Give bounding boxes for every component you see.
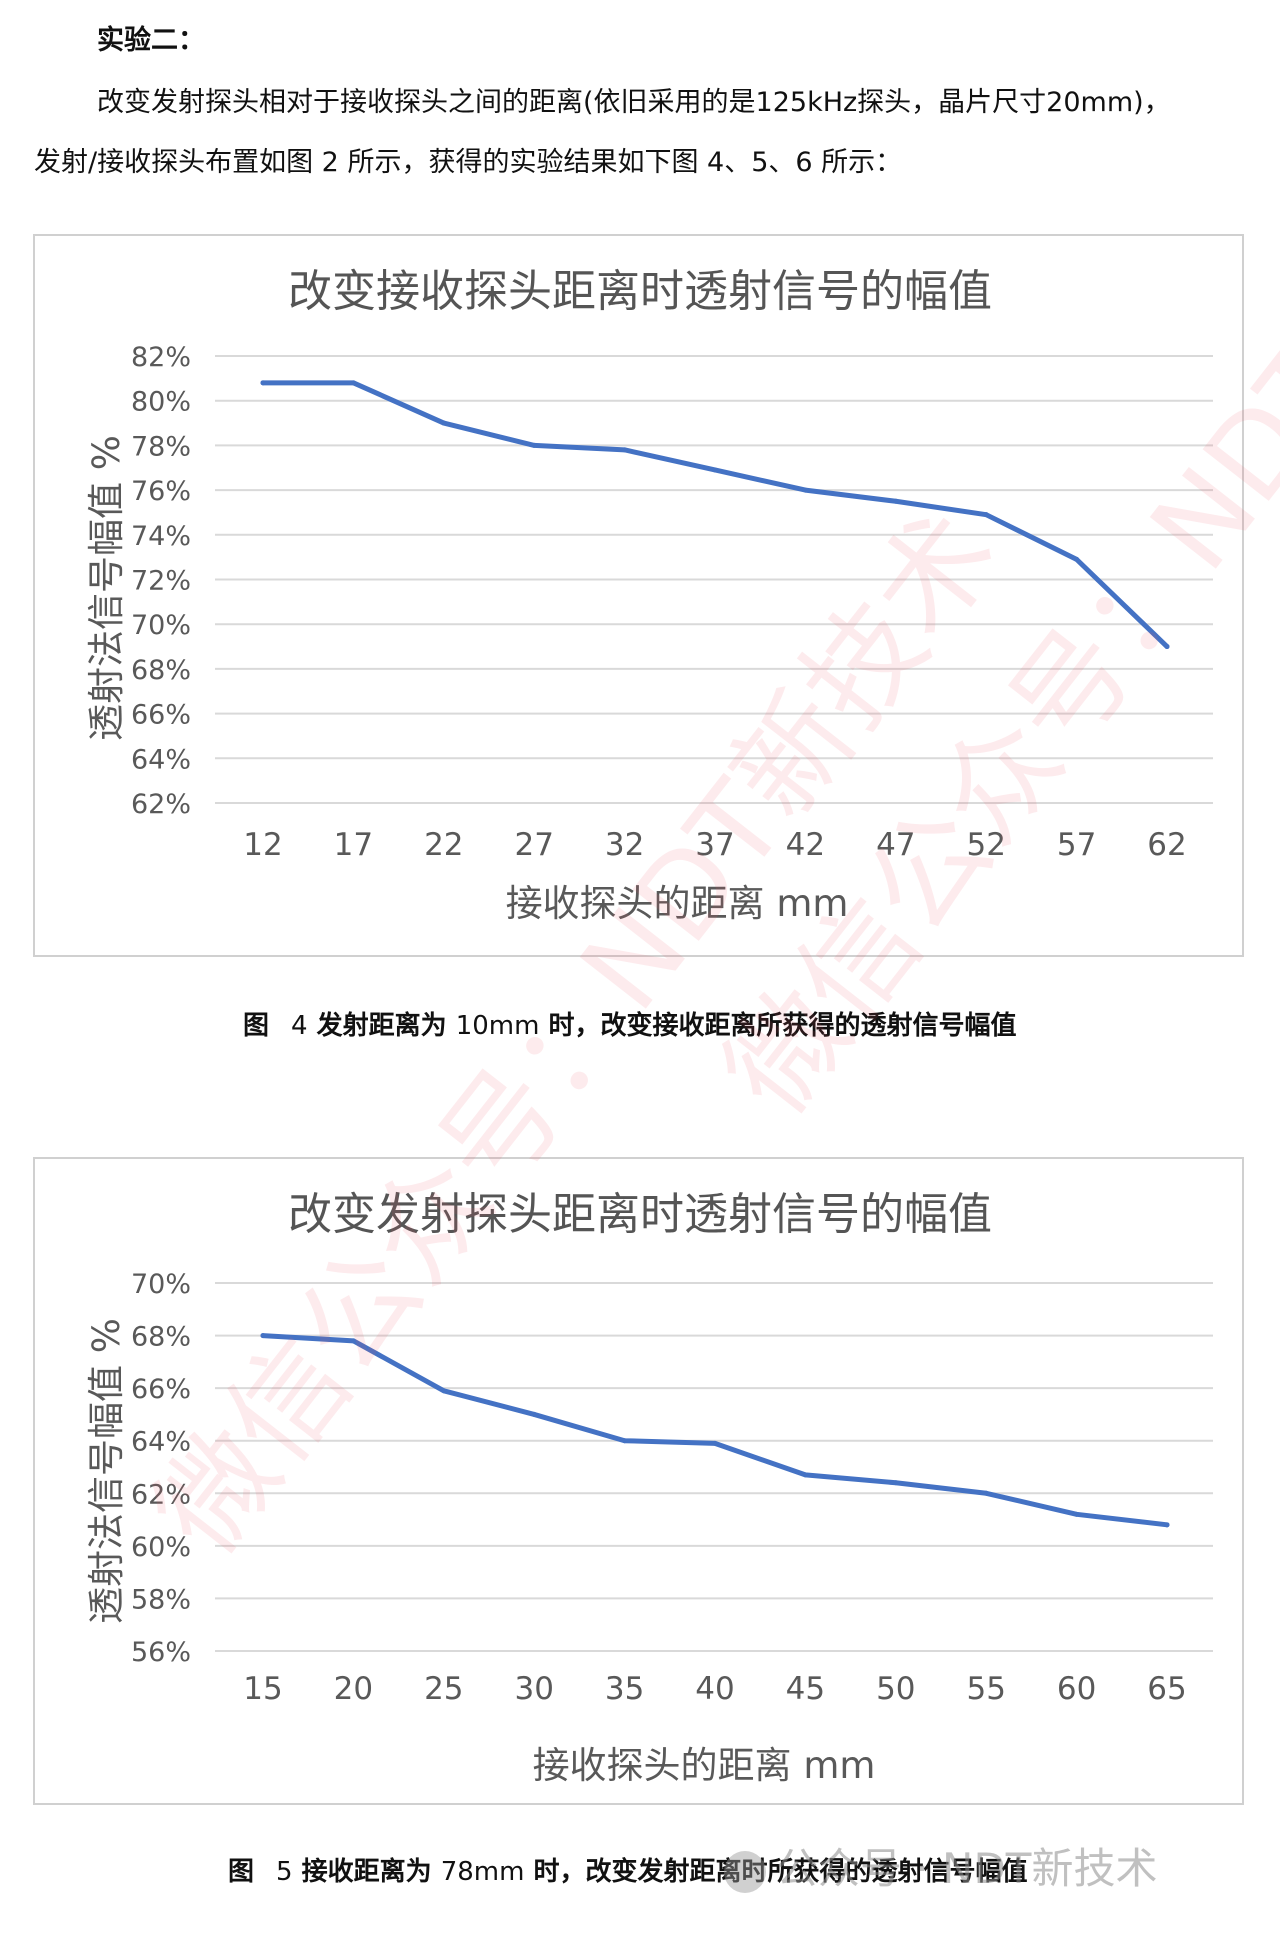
y-tick-label: 62% xyxy=(131,1479,191,1510)
y-tick-label: 64% xyxy=(131,1427,191,1458)
data-point xyxy=(1164,644,1170,650)
y-tick-label: 60% xyxy=(131,1532,191,1563)
caption-fig-label: 图 xyxy=(243,1011,270,1041)
chart-title: 改变接收探头距离时透射信号的幅值 xyxy=(288,266,992,317)
caption-text-a: 发射距离为 xyxy=(316,1011,447,1041)
series-line-1 xyxy=(260,380,1170,650)
x-tick-label: 60 xyxy=(1057,1671,1096,1707)
y-axis-label: 透射法信号幅值 % xyxy=(85,1318,128,1624)
x-axis-label: 接收探头的距离 mm xyxy=(533,1744,876,1787)
figure-5-chart: 改变发射探头距离时透射信号的幅值 70% 68% 66% 64% 62% 60% 58% 56%… xyxy=(33,1157,1244,1805)
data-point xyxy=(350,380,356,386)
wechat-logo-icon xyxy=(724,1850,766,1893)
caption-text-a: 接收距离为 xyxy=(301,1857,432,1887)
x-tick-label: 37 xyxy=(695,827,734,863)
figure-4-chart: 改变接收探头距离时透射信号的幅值 82% 80% 78% 76% 74% 72% 70% 68%… xyxy=(33,234,1244,957)
y-axis-label: 透射法信号幅值 % xyxy=(85,435,128,741)
y-tick-label: 82% xyxy=(131,342,191,373)
data-point xyxy=(893,498,899,504)
x-tick-label: 30 xyxy=(514,1671,553,1707)
y-tick-label: 68% xyxy=(131,1322,191,1353)
y-tick-label: 58% xyxy=(131,1584,191,1615)
y-tick-label: 62% xyxy=(131,789,191,820)
paragraph-line-2: 发射/接收探头布置如图 2 所示，获得的实验结果如下图 4、5、6 所示： xyxy=(34,147,903,178)
x-tick-label: 65 xyxy=(1147,1671,1186,1707)
y-tick-label: 66% xyxy=(131,700,191,731)
y-tick-label: 74% xyxy=(131,521,191,552)
data-point xyxy=(712,1440,718,1446)
footer-logo: 公众号 · NDT新技术 xyxy=(724,1835,1157,1896)
x-tick-label: 50 xyxy=(876,1671,915,1707)
data-point xyxy=(712,467,718,473)
caption-text-b: 时，改变发射距离时所获得的透射信号幅值 xyxy=(533,1857,1028,1887)
paragraph-line-1: 改变发射探头相对于接收探头之间的距离(依旧采用的是125kHz探头，晶片尺寸20… xyxy=(97,87,1171,118)
x-tick-label: 62 xyxy=(1147,827,1186,863)
data-point xyxy=(1074,556,1080,562)
y-tick-label: 56% xyxy=(131,1637,191,1668)
caption-fig-label: 图 xyxy=(228,1857,255,1887)
data-point xyxy=(983,512,989,518)
data-point xyxy=(622,1438,628,1444)
x-tick-label: 12 xyxy=(243,827,282,863)
caption-text-b: 时，改变接收距离所获得的透射信号幅值 xyxy=(548,1011,1017,1041)
x-tick-label: 20 xyxy=(334,1671,373,1707)
data-point xyxy=(441,1388,447,1394)
figure-4-svg: 改变接收探头距离时透射信号的幅值 82% 80% 78% 76% 74% 72% 70% 68%… xyxy=(85,266,1213,925)
x-tick-label: 52 xyxy=(966,827,1005,863)
x-tick-label: 57 xyxy=(1057,827,1096,863)
y-tick-label: 78% xyxy=(131,431,191,462)
x-tick-label: 32 xyxy=(605,827,644,863)
x-tick-label: 40 xyxy=(695,1671,734,1707)
y-tick-label: 72% xyxy=(131,566,191,597)
x-tick-label: 55 xyxy=(966,1671,1005,1707)
data-point xyxy=(802,1472,808,1478)
data-point xyxy=(260,380,266,386)
footer-logo-text: 公众号 · NDT新技术 xyxy=(776,1844,1158,1893)
caption-value: 10mm xyxy=(455,1011,540,1041)
x-tick-label: 17 xyxy=(334,827,373,863)
data-point xyxy=(1074,1511,1080,1517)
y-tick-label: 80% xyxy=(131,387,191,418)
x-tick-label: 25 xyxy=(424,1671,463,1707)
data-point xyxy=(531,442,537,448)
data-point xyxy=(1164,1522,1170,1528)
caption-value: 78mm xyxy=(440,1857,525,1887)
y-tick-label: 66% xyxy=(131,1374,191,1405)
section-heading: 实验二： xyxy=(97,25,205,56)
x-tick-label: 47 xyxy=(876,827,915,863)
chart-title: 改变发射探头距离时透射信号的幅值 xyxy=(288,1189,992,1240)
x-axis-label: 接收探头的距离 mm xyxy=(506,882,849,925)
data-point xyxy=(802,487,808,493)
data-point xyxy=(260,1333,266,1339)
x-tick-label: 27 xyxy=(514,827,553,863)
data-point xyxy=(531,1411,537,1417)
x-tick-label: 42 xyxy=(786,827,825,863)
data-point xyxy=(893,1480,899,1486)
series-line-2 xyxy=(260,1333,1170,1528)
y-tick-label: 70% xyxy=(131,1269,191,1300)
figure-5-svg: 改变发射探头距离时透射信号的幅值 70% 68% 66% 64% 62% 60% 58% 56%… xyxy=(85,1189,1213,1787)
data-point xyxy=(441,420,447,426)
x-tick-label: 22 xyxy=(424,827,463,863)
data-point xyxy=(983,1490,989,1496)
x-tick-label: 15 xyxy=(243,1671,282,1707)
x-tick-label: 35 xyxy=(605,1671,644,1707)
data-point xyxy=(622,447,628,453)
y-tick-label: 68% xyxy=(131,655,191,686)
caption-fig-number: 4 xyxy=(291,1011,308,1041)
data-point xyxy=(350,1338,356,1344)
y-tick-label: 64% xyxy=(131,744,191,775)
y-tick-label: 70% xyxy=(131,610,191,641)
caption-fig-number: 5 xyxy=(276,1857,293,1887)
x-tick-label: 45 xyxy=(786,1671,825,1707)
y-tick-label: 76% xyxy=(131,476,191,507)
